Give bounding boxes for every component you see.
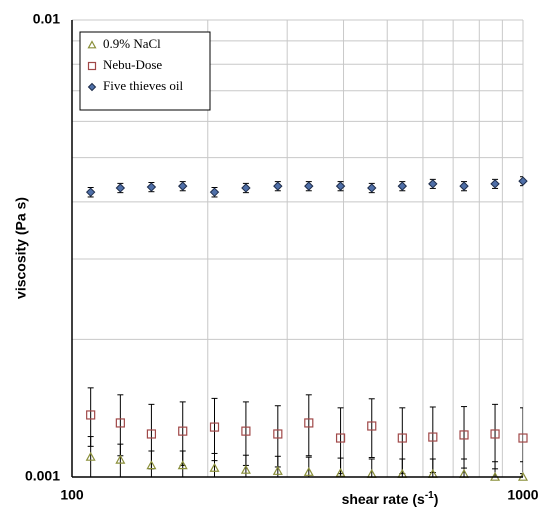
marker — [303, 466, 314, 476]
marker — [146, 460, 157, 470]
marker — [241, 183, 251, 193]
marker — [335, 181, 346, 191]
y-axis-label: viscosity (Pa s) — [13, 197, 29, 299]
marker — [115, 454, 126, 464]
error-bar — [520, 176, 523, 187]
marker — [85, 187, 96, 197]
marker — [86, 410, 96, 420]
marker — [273, 181, 283, 191]
marker — [240, 464, 251, 474]
marker — [304, 418, 314, 428]
error-bar — [211, 397, 218, 462]
marker — [397, 433, 407, 443]
legend: 0.9% NaCl Nebu-Dose Five thieves oil — [79, 31, 211, 111]
legend-label: Five thieves oil — [103, 78, 184, 93]
marker — [272, 465, 283, 475]
marker — [87, 40, 97, 49]
x-label-end: ) — [434, 491, 439, 507]
error-bar — [520, 407, 523, 475]
x-axis-label: shear rate (s-1) — [342, 490, 439, 507]
error-bar — [368, 398, 375, 459]
marker — [397, 181, 408, 191]
marker — [87, 61, 97, 71]
error-bar — [520, 461, 523, 477]
error-bar — [305, 394, 312, 457]
x-tick-label: 1000 — [507, 487, 538, 503]
marker — [241, 426, 251, 436]
x-tick-label: 100 — [60, 487, 84, 503]
marker — [178, 426, 188, 436]
error-bar — [492, 403, 499, 470]
y-tick-label: 0.01 — [33, 11, 60, 27]
marker — [209, 187, 220, 197]
marker — [367, 183, 377, 193]
legend-box — [79, 31, 211, 111]
marker — [209, 462, 220, 472]
error-bar — [461, 406, 468, 469]
marker — [459, 430, 469, 440]
marker — [428, 432, 438, 442]
marker — [335, 433, 346, 443]
legend-label: Nebu-Dose — [103, 57, 162, 72]
marker — [146, 429, 157, 439]
marker — [518, 176, 528, 186]
error-bar — [368, 458, 375, 477]
marker — [428, 179, 438, 189]
marker — [273, 429, 283, 439]
marker — [490, 429, 500, 439]
marker — [146, 182, 157, 192]
error-bar — [305, 456, 312, 477]
marker — [490, 179, 500, 189]
ticks: 100 1000 0.001 0.01 — [25, 11, 539, 503]
marker — [459, 181, 469, 191]
error-bar — [87, 387, 94, 447]
marker — [85, 451, 96, 461]
x-label-sup: -1 — [425, 490, 434, 501]
marker — [115, 183, 126, 193]
marker — [304, 181, 314, 191]
marker — [178, 181, 188, 191]
marker — [518, 433, 528, 443]
x-label-main: shear rate (s — [342, 491, 425, 507]
marker — [177, 460, 188, 470]
marker — [87, 82, 97, 92]
legend-label: 0.9% NaCl — [103, 36, 161, 51]
marker — [115, 418, 125, 428]
marker — [367, 421, 377, 431]
y-tick-label: 0.001 — [25, 468, 60, 484]
marker — [209, 422, 220, 432]
